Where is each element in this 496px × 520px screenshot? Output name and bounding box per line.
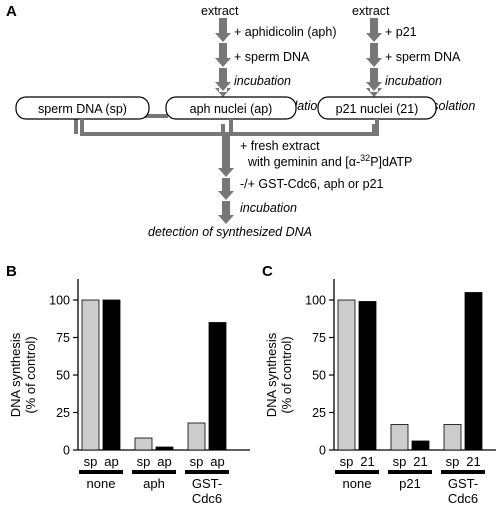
box-aph-nuclei: aph nuclei (ap) bbox=[165, 96, 297, 120]
y-tick-label: 50 bbox=[56, 369, 70, 383]
group-label: p21 bbox=[399, 476, 421, 491]
y-axis-label: DNA synthesis(% of control) bbox=[264, 332, 294, 417]
bar bbox=[208, 322, 227, 451]
y-tick-label: 25 bbox=[312, 406, 326, 420]
bar-tick-label: sp bbox=[84, 454, 98, 469]
group-label: none bbox=[87, 476, 116, 491]
y-tick-label: 25 bbox=[56, 406, 70, 420]
box-sperm-dna-label: sperm DNA (sp) bbox=[38, 102, 127, 116]
left-step-3: incubation bbox=[234, 74, 291, 88]
arrow-right-3 bbox=[366, 68, 382, 91]
bar-tick-label: ap bbox=[104, 454, 118, 469]
y-axis-label-line: (% of control) bbox=[23, 336, 38, 413]
panel-b: B DNA synthesis(% of control) 0 25 50 75 100 s… bbox=[6, 263, 250, 506]
y-axis-label: DNA synthesis(% of control) bbox=[8, 332, 38, 417]
panel-letter-a: A bbox=[6, 3, 17, 20]
panel-letter-c: C bbox=[262, 263, 273, 280]
bar-tick-label: ap bbox=[157, 454, 171, 469]
arrow-left-4 bbox=[215, 88, 231, 97]
merge-step-3: incubation bbox=[240, 201, 297, 215]
bar-tick-label: 21 bbox=[360, 454, 374, 469]
box-p21-nuclei: p21 nuclei (21) bbox=[317, 96, 437, 120]
bar-tick-label: 21 bbox=[466, 454, 480, 469]
box-p21-nuclei-label: p21 nuclei (21) bbox=[336, 102, 419, 116]
bar-tick-label: sp bbox=[446, 454, 460, 469]
y-axis-label-line: (% of control) bbox=[279, 336, 294, 413]
arrow-right-2 bbox=[366, 43, 382, 67]
group-label: GST- bbox=[448, 476, 478, 491]
bar-tick-label: sp bbox=[393, 454, 407, 469]
bar bbox=[337, 299, 356, 451]
right-step-1: + p21 bbox=[385, 25, 417, 39]
bar bbox=[187, 422, 206, 451]
panel-a: A extract + aphidicolin (aph) + sperm DN… bbox=[6, 3, 475, 239]
group-label: none bbox=[343, 476, 372, 491]
arrow-merge-2 bbox=[218, 178, 234, 200]
merge-step-2: -/+ GST-Cdc6, aph or p21 bbox=[240, 177, 384, 191]
merge-step-1-line-1: + fresh extract bbox=[240, 139, 320, 153]
arrow-right-1 bbox=[366, 18, 382, 42]
merge-step-1-line-2: with geminin and [α-32P]dATP bbox=[247, 153, 412, 169]
arrow-merge-3 bbox=[218, 201, 234, 224]
group-underline bbox=[335, 470, 379, 474]
y-axis-label-line: DNA synthesis bbox=[8, 332, 23, 417]
group-label: Cdc6 bbox=[448, 491, 478, 506]
arrows-left-column bbox=[215, 18, 231, 97]
y-tick-label: 0 bbox=[63, 444, 70, 458]
y-tick-label: 50 bbox=[312, 369, 326, 383]
panel-letter-b: B bbox=[6, 263, 17, 280]
arrows-merge-column bbox=[218, 134, 234, 224]
bar bbox=[155, 446, 174, 451]
group-label: aph bbox=[143, 476, 165, 491]
bar bbox=[102, 299, 121, 451]
group-label: GST- bbox=[192, 476, 222, 491]
group-label: Cdc6 bbox=[192, 491, 222, 506]
left-step-2: + sperm DNA bbox=[234, 50, 310, 64]
bar bbox=[390, 424, 409, 451]
group-underline bbox=[388, 470, 432, 474]
left-step-1: + aphidicolin (aph) bbox=[234, 25, 337, 39]
panel-c: C DNA synthesis(% of control) 0 25 50 75 100 s… bbox=[262, 263, 496, 506]
right-step-2: + sperm DNA bbox=[385, 50, 461, 64]
bar bbox=[358, 301, 377, 451]
bar-tick-label: sp bbox=[340, 454, 354, 469]
group-underline bbox=[185, 470, 229, 474]
bar bbox=[464, 292, 483, 451]
bar bbox=[411, 440, 430, 451]
group-underline bbox=[132, 470, 176, 474]
extract-label-left: extract bbox=[201, 4, 239, 18]
bar-tick-label: sp bbox=[137, 454, 151, 469]
bar-tick-label: sp bbox=[190, 454, 204, 469]
group-underline bbox=[441, 470, 485, 474]
bar-tick-label: 21 bbox=[413, 454, 427, 469]
arrow-merge-1 bbox=[218, 134, 234, 177]
arrow-left-1 bbox=[215, 18, 231, 42]
group-underline bbox=[79, 470, 123, 474]
y-tick-label: 0 bbox=[319, 444, 326, 458]
arrow-left-2 bbox=[215, 43, 231, 67]
box-aph-nuclei-label: aph nuclei (ap) bbox=[190, 102, 273, 116]
arrow-right-4 bbox=[366, 88, 382, 97]
y-tick-label: 100 bbox=[49, 294, 70, 308]
right-step-3: incubation bbox=[385, 74, 442, 88]
extract-label-right: extract bbox=[352, 4, 390, 18]
bar bbox=[81, 299, 100, 451]
y-axis-label-line: DNA synthesis bbox=[264, 332, 279, 417]
chart-c: DNA synthesis(% of control) 0 25 50 75 100 sp 2… bbox=[264, 279, 496, 506]
final-step: detection of synthesized DNA bbox=[148, 225, 312, 239]
arrow-left-3 bbox=[215, 68, 231, 91]
arrows-right-column bbox=[366, 18, 382, 97]
merge-lines bbox=[80, 119, 379, 136]
bar-tick-label: ap bbox=[210, 454, 224, 469]
y-tick-label: 100 bbox=[305, 294, 326, 308]
y-tick-label: 75 bbox=[312, 331, 326, 345]
bar bbox=[443, 424, 462, 451]
bar bbox=[134, 437, 153, 451]
y-tick-label: 75 bbox=[56, 331, 70, 345]
box-sperm-dna: sperm DNA (sp) bbox=[15, 96, 150, 120]
